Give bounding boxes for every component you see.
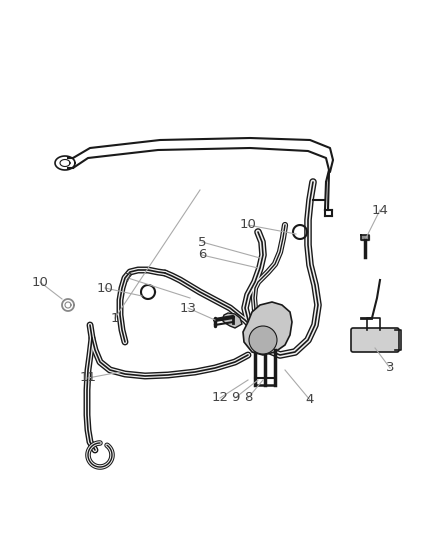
Text: 1: 1 (110, 311, 119, 325)
Text: 8: 8 (243, 392, 251, 405)
Polygon shape (360, 235, 368, 240)
Text: 11: 11 (79, 372, 96, 384)
Text: 3: 3 (385, 361, 393, 375)
Text: 10: 10 (239, 219, 256, 231)
Polygon shape (222, 313, 241, 328)
Text: 5: 5 (197, 236, 206, 248)
Circle shape (254, 331, 272, 349)
Circle shape (258, 335, 267, 345)
Text: 14: 14 (371, 204, 388, 216)
Text: 7: 7 (124, 271, 132, 285)
Text: 10: 10 (96, 281, 113, 295)
Circle shape (248, 326, 276, 354)
Text: 9: 9 (230, 392, 239, 405)
Text: 4: 4 (305, 393, 314, 407)
Text: 12: 12 (211, 392, 228, 405)
Text: 13: 13 (179, 302, 196, 314)
Polygon shape (243, 302, 291, 355)
Text: 6: 6 (198, 248, 206, 262)
FancyBboxPatch shape (350, 328, 398, 352)
Text: 10: 10 (32, 276, 48, 288)
